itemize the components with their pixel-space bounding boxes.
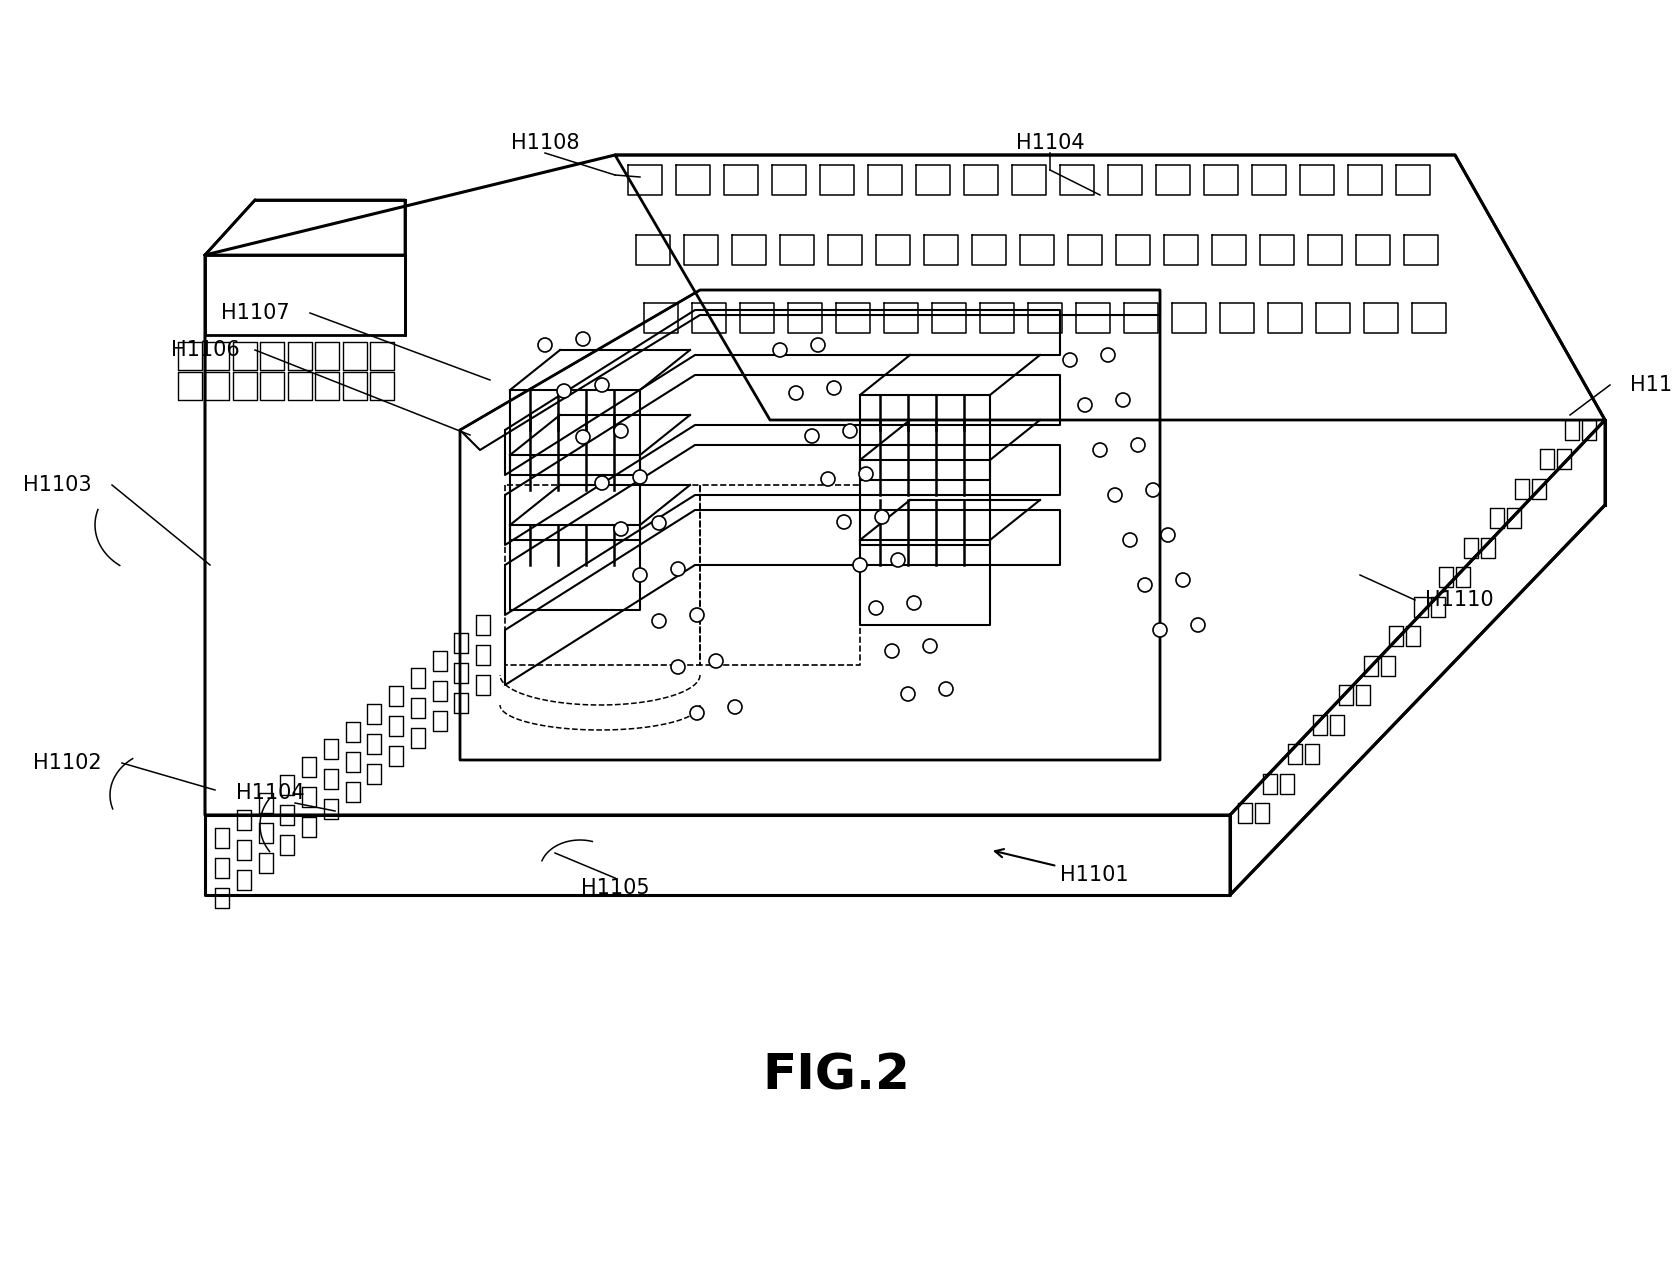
Circle shape: [575, 431, 590, 444]
Circle shape: [906, 596, 921, 610]
Circle shape: [838, 516, 851, 530]
Circle shape: [1093, 443, 1107, 457]
Text: H1101: H1101: [995, 850, 1129, 885]
Text: H1107: H1107: [221, 304, 289, 323]
Circle shape: [1063, 353, 1077, 367]
Circle shape: [709, 654, 722, 668]
Circle shape: [670, 660, 686, 674]
Circle shape: [691, 706, 704, 720]
Circle shape: [1139, 578, 1152, 592]
Circle shape: [1100, 348, 1115, 362]
Text: H1106: H1106: [171, 340, 241, 359]
Circle shape: [538, 338, 552, 352]
Text: FIG.2: FIG.2: [762, 1052, 910, 1099]
Circle shape: [1130, 438, 1145, 452]
Text: H1105: H1105: [1630, 375, 1672, 395]
Circle shape: [891, 552, 905, 566]
Circle shape: [869, 601, 883, 615]
Circle shape: [804, 429, 819, 443]
Circle shape: [595, 476, 609, 490]
Circle shape: [853, 558, 868, 572]
Circle shape: [901, 687, 915, 701]
Text: H1104: H1104: [236, 784, 304, 803]
Circle shape: [691, 608, 704, 622]
Circle shape: [614, 424, 629, 438]
Circle shape: [1175, 573, 1190, 587]
Circle shape: [557, 384, 572, 398]
Circle shape: [575, 331, 590, 345]
Circle shape: [811, 338, 824, 352]
Circle shape: [821, 472, 834, 486]
Circle shape: [828, 381, 841, 395]
Circle shape: [1154, 624, 1167, 638]
Circle shape: [670, 563, 686, 577]
Circle shape: [652, 516, 665, 530]
Circle shape: [634, 470, 647, 484]
Circle shape: [1078, 398, 1092, 411]
Circle shape: [789, 386, 803, 400]
Circle shape: [1124, 533, 1137, 547]
Text: H1105: H1105: [580, 878, 649, 898]
Text: H1110: H1110: [1425, 591, 1493, 610]
Text: H1103: H1103: [23, 475, 92, 495]
Circle shape: [859, 467, 873, 481]
Circle shape: [940, 682, 953, 696]
Circle shape: [1145, 483, 1160, 497]
Circle shape: [595, 378, 609, 392]
Circle shape: [772, 343, 788, 357]
Text: H1108: H1108: [510, 133, 579, 152]
Circle shape: [923, 639, 936, 653]
Circle shape: [634, 568, 647, 582]
Circle shape: [1115, 392, 1130, 406]
Circle shape: [1160, 528, 1175, 542]
Circle shape: [1190, 618, 1206, 632]
Circle shape: [1109, 488, 1122, 502]
Circle shape: [614, 522, 629, 536]
Circle shape: [727, 700, 742, 714]
Text: H1102: H1102: [33, 753, 102, 773]
Circle shape: [884, 644, 900, 658]
Circle shape: [652, 613, 665, 627]
Text: H1104: H1104: [1015, 133, 1085, 152]
Circle shape: [843, 424, 858, 438]
Circle shape: [874, 511, 890, 525]
